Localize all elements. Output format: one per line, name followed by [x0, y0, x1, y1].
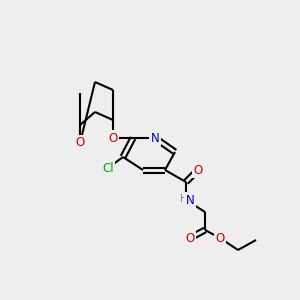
Text: Cl: Cl: [102, 161, 114, 175]
Text: O: O: [108, 131, 118, 145]
Text: H: H: [180, 194, 188, 204]
Text: O: O: [185, 232, 195, 244]
Text: O: O: [215, 232, 225, 244]
Text: O: O: [194, 164, 202, 176]
Text: N: N: [151, 131, 159, 145]
Text: O: O: [75, 136, 85, 149]
Text: N: N: [186, 194, 194, 208]
